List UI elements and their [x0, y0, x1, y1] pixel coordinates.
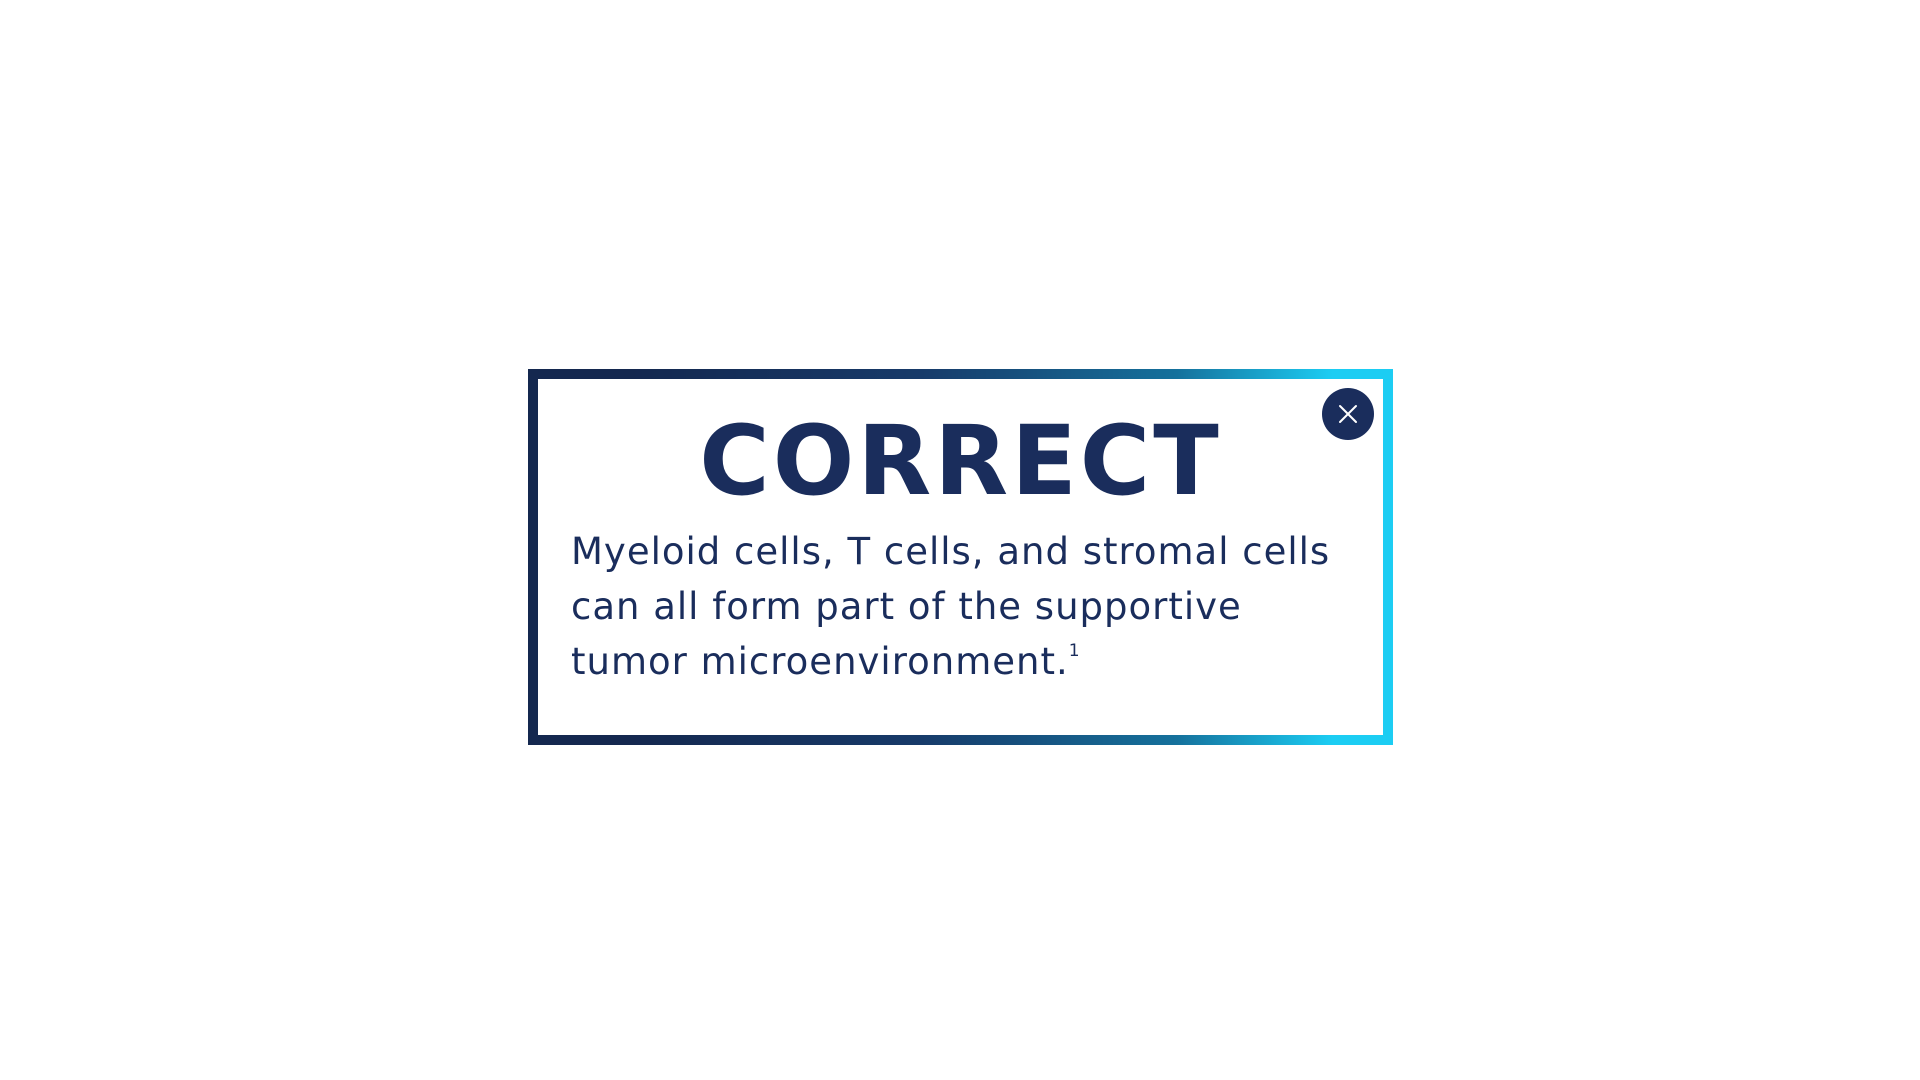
close-button[interactable] [1322, 388, 1374, 440]
feedback-dialog-content: CORRECT Myeloid cells, T cells, and stro… [538, 379, 1383, 735]
footnote-reference: 1 [1068, 641, 1080, 661]
feedback-message-text: Myeloid cells, T cells, and stromal cell… [571, 530, 1331, 683]
close-icon [1339, 405, 1357, 423]
feedback-dialog: CORRECT Myeloid cells, T cells, and stro… [528, 369, 1393, 745]
feedback-message: Myeloid cells, T cells, and stromal cell… [571, 524, 1361, 689]
feedback-title: CORRECT [699, 405, 1222, 517]
